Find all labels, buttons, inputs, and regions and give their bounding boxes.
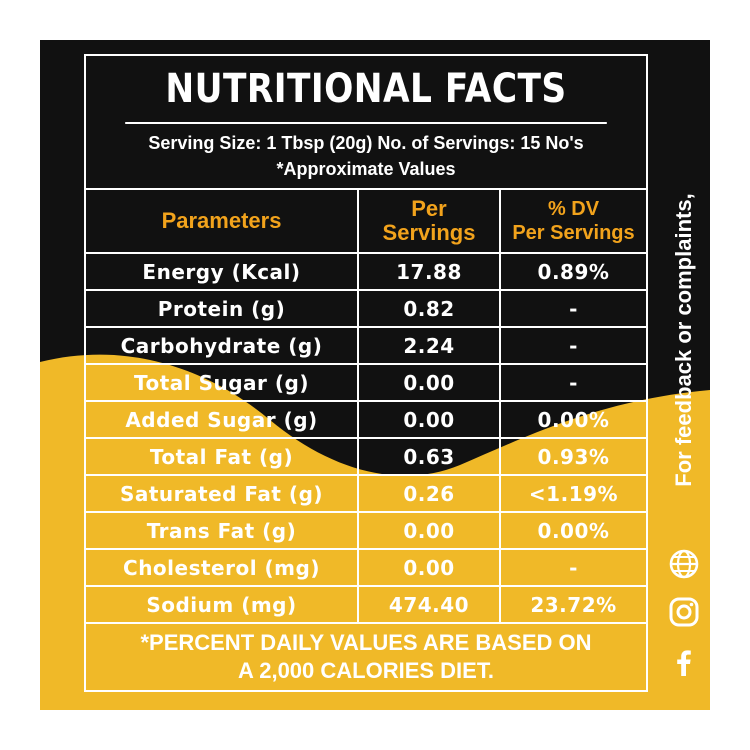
row-dv: 0.93% xyxy=(499,437,646,476)
table-row: Cholesterol (mg) 0.00 - xyxy=(86,548,646,587)
row-dv: - xyxy=(499,326,646,365)
row-parameter: Trans Fat (g) xyxy=(86,511,359,550)
row-parameter: Saturated Fat (g) xyxy=(86,474,359,513)
table-row: Trans Fat (g) 0.00 0.00% xyxy=(86,511,646,550)
table-row: Sodium (mg) 474.40 23.72% xyxy=(86,585,646,624)
row-parameter: Energy (Kcal) xyxy=(86,252,359,291)
footer-line1: *PERCENT DAILY VALUES ARE BASED ON xyxy=(140,630,592,655)
table-row: Total Sugar (g) 0.00 - xyxy=(86,363,646,402)
header-per-line1: Per xyxy=(411,196,447,221)
row-parameter: Total Fat (g) xyxy=(86,437,359,476)
row-per-serving: 17.88 xyxy=(357,252,501,291)
row-parameter: Cholesterol (mg) xyxy=(86,548,359,587)
globe-icon xyxy=(669,549,699,579)
page-title: NUTRITIONAL FACTS xyxy=(125,56,607,124)
row-parameter: Carbohydrate (g) xyxy=(86,326,359,365)
side-contact-strip: For feedback or complaints, xyxy=(658,40,710,710)
row-dv: 23.72% xyxy=(499,585,646,624)
table-row: Saturated Fat (g) 0.26 <1.19% xyxy=(86,474,646,513)
table-row: Carbohydrate (g) 2.24 - xyxy=(86,326,646,365)
row-per-serving: 0.63 xyxy=(357,437,501,476)
table-header-row: Parameters Per Servings % DV Per Serving… xyxy=(86,190,646,254)
table-row: Total Fat (g) 0.63 0.93% xyxy=(86,437,646,476)
table-row: Added Sugar (g) 0.00 0.00% xyxy=(86,400,646,439)
feedback-text: For feedback or complaints, xyxy=(671,193,696,487)
serving-info: Serving Size: 1 Tbsp (20g) No. of Servin… xyxy=(86,124,646,190)
row-parameter: Protein (g) xyxy=(86,289,359,328)
approximate-note: *Approximate Values xyxy=(276,159,456,179)
row-dv: 0.00% xyxy=(499,400,646,439)
header-dv: % DV Per Servings xyxy=(499,190,646,254)
header-dv-line1: % DV xyxy=(547,198,600,220)
row-per-serving: 0.00 xyxy=(357,511,501,550)
label-panel: NUTRITIONAL FACTS Serving Size: 1 Tbsp (… xyxy=(40,40,710,710)
instagram-icon xyxy=(669,597,699,627)
row-parameter: Added Sugar (g) xyxy=(86,400,359,439)
footer-line2: A 2,000 CALORIES DIET. xyxy=(238,658,494,683)
row-dv: - xyxy=(499,363,646,402)
row-per-serving: 0.26 xyxy=(357,474,501,513)
table-row: Protein (g) 0.82 - xyxy=(86,289,646,328)
serving-size-text: Serving Size: 1 Tbsp (20g) No. of Servin… xyxy=(148,133,584,153)
facebook-icon xyxy=(677,650,691,676)
header-parameters: Parameters xyxy=(86,190,359,254)
row-dv: 0.00% xyxy=(499,511,646,550)
header-per-line2: Servings xyxy=(382,220,476,245)
row-parameter: Total Sugar (g) xyxy=(86,363,359,402)
row-dv: 0.89% xyxy=(499,252,646,291)
row-per-serving: 474.40 xyxy=(357,585,501,624)
daily-values-note: *PERCENT DAILY VALUES ARE BASED ON A 2,0… xyxy=(86,624,646,690)
header-dv-line2: Per Servings xyxy=(512,222,635,244)
row-parameter: Sodium (mg) xyxy=(86,585,359,624)
row-per-serving: 0.00 xyxy=(357,363,501,402)
row-per-serving: 2.24 xyxy=(357,326,501,365)
row-per-serving: 0.00 xyxy=(357,548,501,587)
row-per-serving: 0.82 xyxy=(357,289,501,328)
header-per-servings: Per Servings xyxy=(357,190,501,254)
row-dv: - xyxy=(499,548,646,587)
nutrition-table: Parameters Per Servings % DV Per Serving… xyxy=(86,190,646,624)
table-row: Energy (Kcal) 17.88 0.89% xyxy=(86,252,646,291)
row-dv: - xyxy=(499,289,646,328)
row-per-serving: 0.00 xyxy=(357,400,501,439)
row-dv: <1.19% xyxy=(499,474,646,513)
nutrition-facts-box: NUTRITIONAL FACTS Serving Size: 1 Tbsp (… xyxy=(84,54,648,692)
